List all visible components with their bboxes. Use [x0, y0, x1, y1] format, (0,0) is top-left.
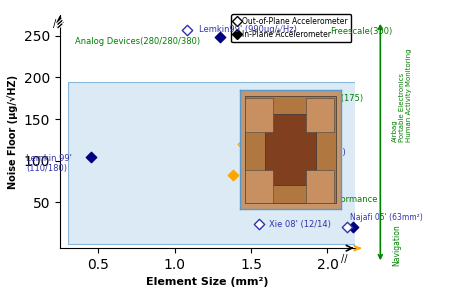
Text: //: //	[53, 19, 59, 29]
Text: Xie 08' (12/14): Xie 08' (12/14)	[269, 219, 331, 228]
Text: Najafi 05' (63mm²): Najafi 05' (63mm²)	[350, 213, 423, 222]
Text: ITRI 99  (93/72): ITRI 99 (93/72)	[242, 170, 307, 179]
Y-axis label: Noise Floor (μg/√HZ): Noise Floor (μg/√HZ)	[7, 74, 18, 189]
Text: Kionix(175): Kionix(175)	[315, 94, 363, 103]
Point	[87, 154, 94, 159]
Text: Lemkin99' (990μg/√Hz): Lemkin99' (990μg/√Hz)	[199, 25, 297, 34]
Point	[255, 222, 262, 226]
Point	[350, 225, 357, 230]
Point	[316, 29, 324, 34]
Bar	[265, 114, 316, 185]
Bar	[68, 82, 358, 244]
X-axis label: Element Size (mm²): Element Size (mm²)	[146, 277, 269, 287]
Point	[278, 150, 285, 155]
Legend: Out-of-Plane Accelerometer, In-Plane Accelerometer: Out-of-Plane Accelerometer, In-Plane Acc…	[231, 14, 351, 42]
Bar	[245, 170, 273, 203]
Point	[240, 142, 247, 147]
Bar	[245, 98, 273, 132]
Point	[301, 96, 308, 101]
Point	[248, 197, 255, 202]
Text: Navigation: Navigation	[392, 224, 401, 266]
Text: Xie 08' (110): Xie 08' (110)	[292, 148, 346, 157]
Text: Airbag
Portable Electronics
Human Activity Monitoring: Airbag Portable Electronics Human Activi…	[392, 49, 412, 142]
Text: Freescale(350): Freescale(350)	[331, 27, 393, 36]
Bar	[306, 170, 334, 203]
Point	[343, 225, 351, 230]
Text: //: //	[341, 254, 348, 264]
Point	[454, 225, 461, 230]
Text: Lemkin 99'
(110/180): Lemkin 99' (110/180)	[26, 153, 72, 173]
Text: Analog Devices(280/280/380): Analog Devices(280/280/380)	[75, 37, 201, 46]
Text: STM (50) High Performance: STM (50) High Performance	[262, 195, 377, 204]
Point	[454, 225, 461, 230]
Bar	[306, 98, 334, 132]
Point	[229, 173, 236, 177]
Point	[183, 28, 190, 32]
Point	[217, 35, 224, 40]
Text: ITRI 99 (120): ITRI 99 (120)	[253, 133, 307, 142]
